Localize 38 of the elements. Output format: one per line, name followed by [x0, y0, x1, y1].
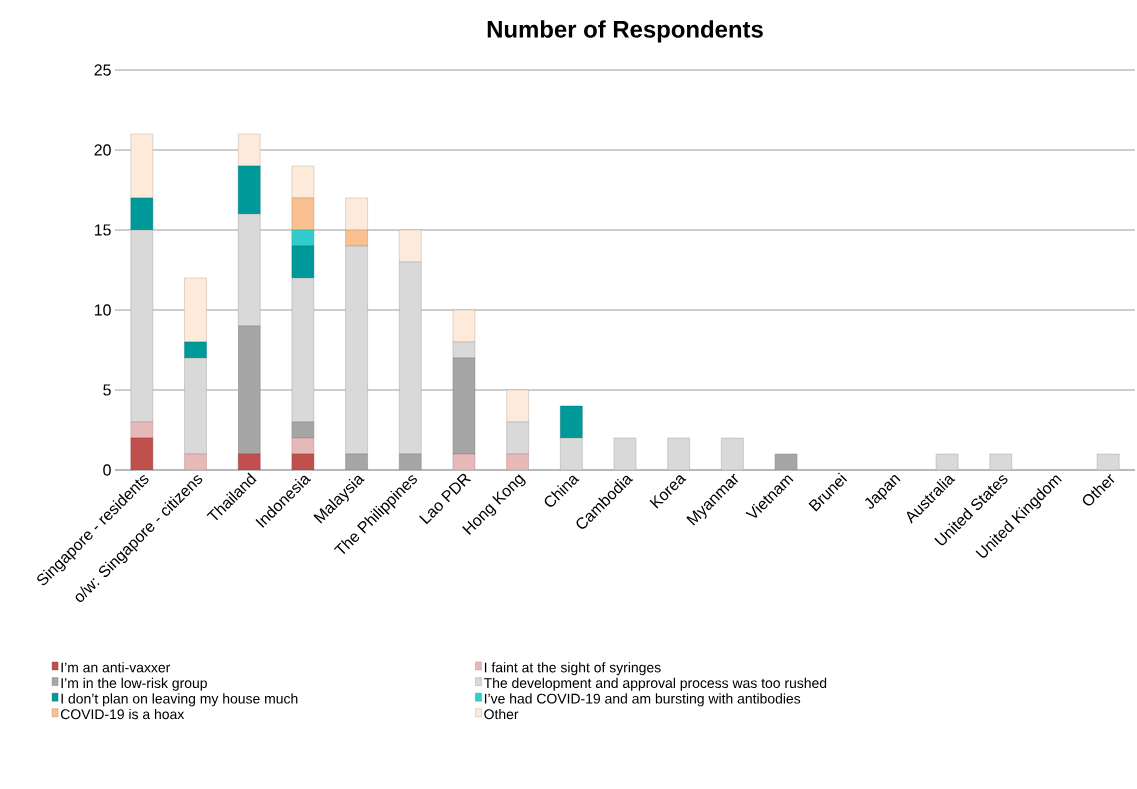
y-tick-label: 25: [94, 64, 111, 76]
bar: [130, 229, 154, 423]
legend-label: I faint at the sight of syringes: [484, 662, 661, 676]
bar: [184, 341, 207, 359]
bar: [291, 245, 315, 279]
y-tick-label: 5: [103, 384, 111, 396]
legend-label: I’m an anti-vaxxer: [61, 662, 171, 673]
y-tick-label: 10: [94, 304, 111, 316]
bar: [238, 213, 261, 327]
bar: [184, 357, 207, 455]
bar: [291, 277, 315, 423]
bar: [130, 197, 154, 231]
bar: [345, 245, 368, 455]
legend-label: I don’t plan on leaving my house much: [61, 693, 298, 707]
bar: [238, 133, 261, 167]
y-tick-label: 0: [103, 464, 111, 476]
bar: [291, 165, 315, 199]
bar: [345, 197, 368, 231]
legend-label: COVID-19 is a hoax: [60, 708, 185, 720]
bar: [238, 325, 261, 455]
bar: [399, 261, 422, 455]
chart-title: Number of Respondents: [487, 20, 763, 43]
bar: [560, 405, 583, 439]
y-tick-label: 15: [94, 224, 111, 236]
bar: [452, 309, 476, 343]
legend-label: I’ve had COVID-19 and am bursting with antibodies: [484, 693, 801, 707]
y-tick-label: 20: [94, 144, 111, 156]
bar: [238, 165, 261, 215]
bar: [345, 229, 368, 247]
bar: [506, 389, 529, 423]
legend-label: Other: [484, 708, 519, 720]
bar: [291, 197, 315, 231]
legend-label: I’m in the low-risk group: [61, 677, 207, 691]
bar: [184, 277, 207, 343]
legend-label: The development and approval process was too rushed: [483, 677, 827, 691]
bar: [291, 229, 315, 247]
bar: [399, 229, 422, 263]
bar: [130, 133, 154, 199]
